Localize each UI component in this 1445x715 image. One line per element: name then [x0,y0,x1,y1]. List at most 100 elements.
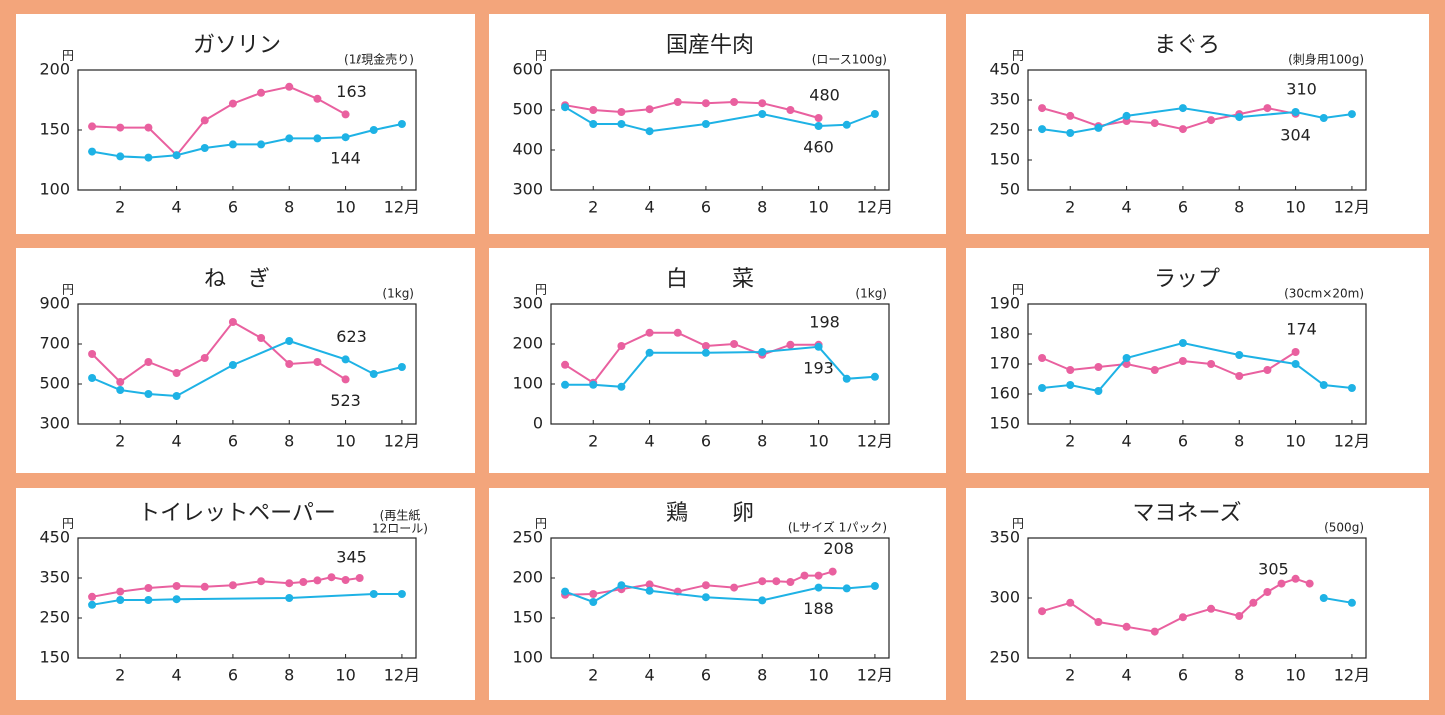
point [1150,119,1159,128]
point [1094,618,1103,626]
point [842,584,851,593]
y-tick-label: 700 [39,334,70,353]
note: (500g) [1324,521,1364,535]
plot-frame [77,303,417,425]
point [172,595,181,604]
point [285,579,294,588]
point [758,596,767,605]
point [758,348,767,356]
point [561,587,570,596]
point [1207,116,1216,125]
y-tick-label: 250 [989,120,1020,139]
x-tick-label: 6 [228,198,238,217]
point [758,99,767,108]
point [116,587,125,596]
y-tick-label: 250 [512,528,543,547]
y-tick-label: 0 [533,414,543,433]
point [673,98,682,106]
point [645,580,654,589]
x-tick-label: 10 [1285,198,1305,217]
point [397,363,406,371]
y-tick-label: 200 [512,334,543,353]
note: (30cm×20m) [1284,287,1364,301]
point [645,586,654,595]
chart-title: ラップ [1154,267,1220,292]
point [814,342,823,351]
x-tick-label: 10 [808,432,828,451]
point [144,584,153,592]
chart-title: 鶏 卵 [666,501,754,526]
plot-frame [550,69,890,191]
y-tick-label: 450 [39,528,70,547]
point [285,337,294,345]
point [200,116,209,125]
point [341,110,350,119]
y-tick-label: 150 [512,608,543,627]
point [1178,104,1187,113]
point [758,577,767,586]
point [589,380,598,389]
point [341,576,350,584]
point [144,123,153,132]
point [1319,594,1328,602]
point [341,355,350,364]
x-tick-label: 8 [757,198,767,217]
y-tick-label: 160 [989,384,1020,403]
point [701,120,710,128]
point [1038,607,1047,616]
point [1347,598,1356,607]
point [842,374,851,383]
point [617,581,626,590]
point [397,590,406,598]
note: (刺身用100g) [1288,52,1364,67]
series-line [1041,107,1296,131]
chart-title: トイレットペーパー [138,501,336,526]
x-tick-label: 12月 [1334,432,1370,451]
point [257,140,266,149]
point [1122,360,1131,368]
point [313,358,322,366]
y-tick-label: 50 [1000,180,1020,199]
point [1066,111,1075,120]
x-tick-label: 10 [808,666,828,685]
point [228,140,237,149]
series-line [1323,597,1353,604]
y-unit: 円 [1012,517,1024,531]
series-line [564,100,819,119]
point [1291,574,1300,583]
y-tick-label: 190 [989,294,1020,313]
data-label: 623 [336,327,367,346]
point [617,108,626,116]
x-tick-label: 4 [644,432,654,451]
point [1066,366,1075,374]
y-unit: 円 [1012,49,1024,63]
y-tick-label: 450 [989,60,1020,79]
x-tick-label: 12月 [857,666,893,685]
point [589,106,598,114]
point [1291,360,1300,368]
data-label: 523 [330,391,361,410]
point [814,571,823,580]
point [645,348,654,357]
point [1319,381,1328,389]
x-tick-label: 2 [1065,198,1075,217]
point [355,574,364,582]
point [1305,579,1314,588]
y-tick-label: 100 [512,648,543,667]
x-tick-label: 8 [284,666,294,685]
point [1207,604,1216,613]
x-tick-label: 10 [808,198,828,217]
point [1094,123,1103,132]
x-tick-label: 6 [701,666,711,685]
point [730,98,739,106]
point [730,583,739,592]
point [341,133,350,142]
series-line [92,85,347,157]
x-tick-label: 12月 [857,432,893,451]
y-tick-label: 300 [512,180,543,199]
point [313,94,322,103]
point [200,354,209,362]
